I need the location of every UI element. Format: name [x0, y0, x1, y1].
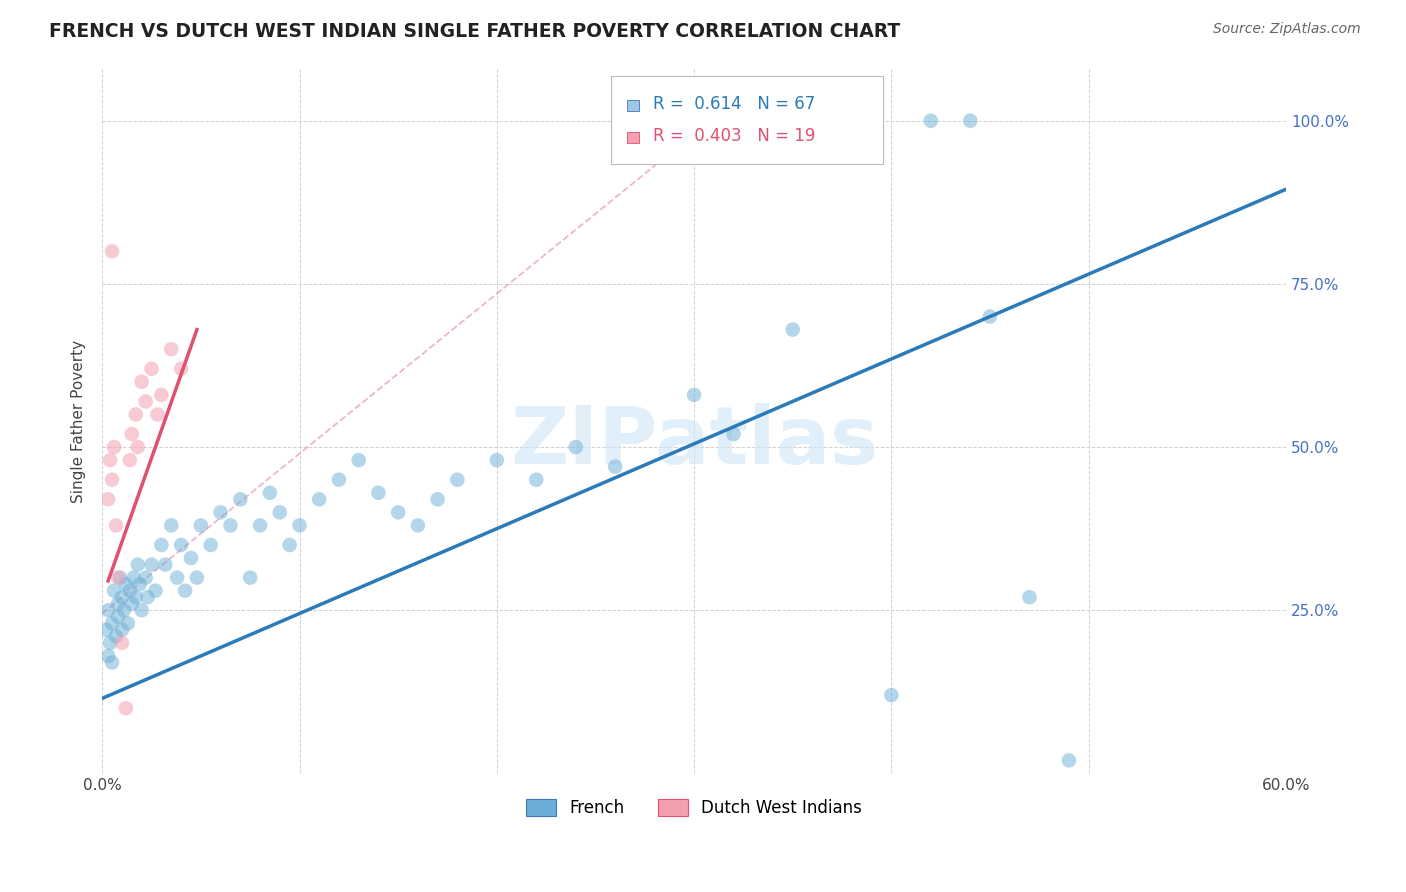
- Point: [723, 427, 745, 442]
- Point: [308, 492, 330, 507]
- Point: [97, 492, 120, 507]
- Point: [111, 591, 134, 605]
- Point: [239, 571, 262, 585]
- Point: [249, 518, 271, 533]
- Point: [446, 473, 468, 487]
- Text: FRENCH VS DUTCH WEST INDIAN SINGLE FATHER POVERTY CORRELATION CHART: FRENCH VS DUTCH WEST INDIAN SINGLE FATHE…: [49, 22, 900, 41]
- Point: [288, 518, 311, 533]
- Point: [920, 113, 942, 128]
- Point: [367, 485, 389, 500]
- Point: [406, 518, 429, 533]
- Point: [347, 453, 370, 467]
- Point: [128, 577, 150, 591]
- Point: [141, 558, 163, 572]
- FancyBboxPatch shape: [612, 76, 883, 164]
- Point: [485, 453, 508, 467]
- Point: [145, 583, 167, 598]
- Point: [1057, 753, 1080, 767]
- Point: [136, 591, 159, 605]
- Point: [160, 342, 183, 356]
- Point: [209, 505, 232, 519]
- Point: [118, 583, 141, 598]
- Point: [125, 591, 148, 605]
- Point: [117, 616, 139, 631]
- Point: [141, 361, 163, 376]
- Y-axis label: Single Father Poverty: Single Father Poverty: [72, 340, 86, 502]
- Point: [150, 388, 173, 402]
- Point: [121, 597, 143, 611]
- Point: [269, 505, 291, 519]
- Point: [122, 571, 145, 585]
- Point: [174, 583, 197, 598]
- Point: [135, 394, 157, 409]
- Point: [186, 571, 208, 585]
- Point: [166, 571, 188, 585]
- FancyBboxPatch shape: [627, 100, 640, 111]
- Text: R =  0.614   N = 67: R = 0.614 N = 67: [652, 95, 815, 112]
- Point: [564, 440, 586, 454]
- Point: [229, 492, 252, 507]
- Point: [108, 571, 131, 585]
- Point: [190, 518, 212, 533]
- Point: [125, 408, 148, 422]
- Point: [107, 597, 129, 611]
- Point: [155, 558, 177, 572]
- Point: [259, 485, 281, 500]
- Point: [101, 616, 124, 631]
- Text: Source: ZipAtlas.com: Source: ZipAtlas.com: [1213, 22, 1361, 37]
- Point: [112, 603, 135, 617]
- Point: [103, 583, 125, 598]
- Point: [101, 656, 124, 670]
- Point: [131, 603, 153, 617]
- Point: [97, 648, 120, 663]
- Point: [111, 623, 134, 637]
- Point: [111, 636, 134, 650]
- Point: [101, 473, 124, 487]
- Text: R =  0.403   N = 19: R = 0.403 N = 19: [652, 127, 815, 145]
- Point: [524, 473, 547, 487]
- Point: [150, 538, 173, 552]
- Point: [115, 577, 138, 591]
- Point: [328, 473, 350, 487]
- Point: [200, 538, 222, 552]
- Point: [105, 629, 128, 643]
- Point: [98, 636, 121, 650]
- Point: [121, 427, 143, 442]
- Point: [1018, 591, 1040, 605]
- Point: [146, 408, 169, 422]
- Point: [426, 492, 449, 507]
- Legend: French, Dutch West Indians: French, Dutch West Indians: [517, 790, 870, 825]
- Point: [96, 623, 118, 637]
- FancyBboxPatch shape: [627, 132, 640, 143]
- Point: [170, 538, 193, 552]
- Point: [127, 558, 149, 572]
- Point: [107, 609, 129, 624]
- Point: [683, 388, 706, 402]
- Point: [131, 375, 153, 389]
- Point: [127, 440, 149, 454]
- Point: [118, 453, 141, 467]
- Point: [97, 603, 120, 617]
- Point: [105, 518, 128, 533]
- Point: [979, 310, 1001, 324]
- Point: [170, 361, 193, 376]
- Point: [135, 571, 157, 585]
- Point: [880, 688, 903, 702]
- Text: ZIPatlas: ZIPatlas: [510, 403, 879, 481]
- Point: [98, 453, 121, 467]
- Point: [605, 459, 627, 474]
- Point: [180, 551, 202, 566]
- Point: [101, 244, 124, 259]
- Point: [387, 505, 409, 519]
- Point: [219, 518, 242, 533]
- Point: [115, 701, 138, 715]
- Point: [103, 440, 125, 454]
- Point: [160, 518, 183, 533]
- Point: [278, 538, 301, 552]
- Point: [107, 571, 129, 585]
- Point: [959, 113, 981, 128]
- Point: [782, 323, 804, 337]
